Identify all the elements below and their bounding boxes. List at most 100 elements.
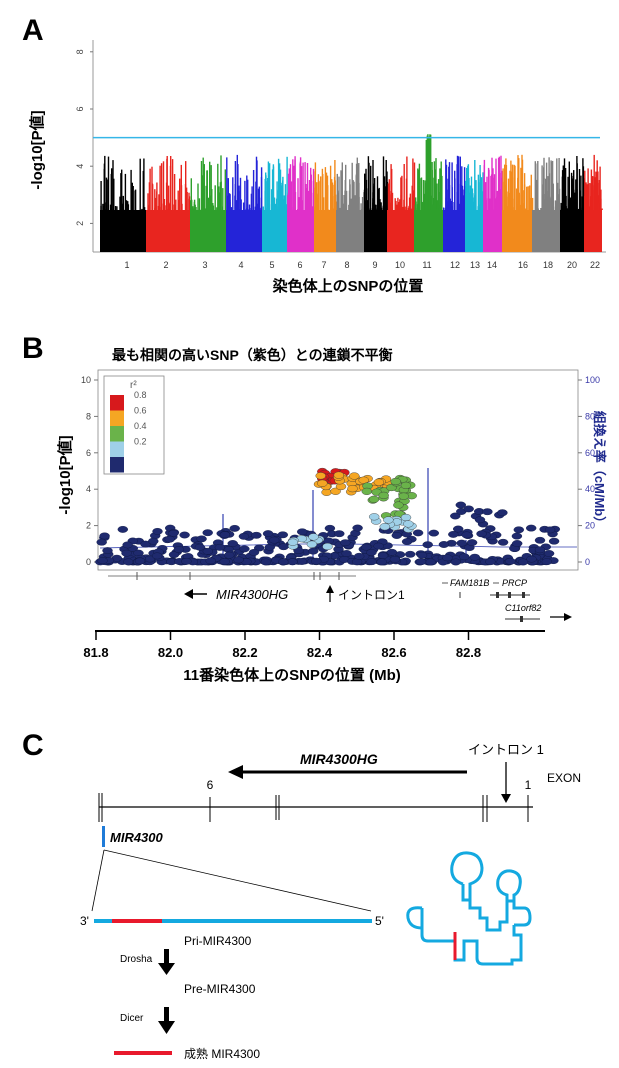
snp-point (110, 173, 112, 210)
snp-point (526, 555, 537, 563)
snp-point (564, 168, 567, 210)
drosha-arrow (158, 949, 175, 975)
snp-point (165, 205, 167, 210)
snp-point (514, 165, 516, 210)
snp-point (492, 168, 494, 210)
snp-point (96, 538, 107, 546)
snp-point (179, 531, 190, 539)
snp-point (180, 185, 183, 210)
snp-point (364, 173, 366, 210)
snp-point (125, 200, 128, 210)
snp-point (325, 208, 327, 210)
ld-snp-point (349, 472, 360, 480)
snp-point (324, 167, 327, 210)
snp-point (276, 190, 278, 210)
snp-point (471, 188, 474, 210)
chromosome-label: 22 (590, 260, 600, 270)
snp-point (490, 175, 492, 210)
snp-point (596, 185, 598, 210)
chromosome-snps (336, 157, 365, 252)
snp-point (469, 185, 471, 210)
snp-point (384, 207, 386, 210)
snp-point (287, 194, 289, 210)
snp-point (340, 170, 342, 210)
legend-title: r² (130, 380, 137, 391)
snp-point (593, 154, 595, 210)
snp-point (354, 195, 356, 210)
snp-point (409, 193, 412, 210)
three-prime-end: 3' (80, 914, 89, 928)
snp-point (418, 163, 421, 210)
snp-point (544, 526, 556, 534)
snp-point (331, 179, 333, 210)
snp-point (401, 538, 413, 545)
snp-point (512, 540, 523, 547)
snp-point (167, 209, 169, 210)
snp-point (332, 208, 334, 210)
snp-point (203, 164, 205, 210)
chromosome-label: 10 (395, 260, 405, 270)
snp-point (252, 170, 255, 210)
snp-point (561, 176, 564, 210)
snp-point (282, 203, 284, 210)
snp-point (382, 205, 384, 210)
snp-point (492, 209, 495, 210)
snp-point (434, 169, 437, 210)
snp-point (181, 558, 192, 565)
ld-snp-point (361, 487, 372, 496)
snp-point (296, 558, 307, 565)
snp-band (364, 210, 387, 252)
snp-point (438, 541, 450, 548)
snp-point (491, 157, 493, 210)
chromosome-snps (100, 155, 146, 252)
snp-point (490, 205, 492, 210)
snp-point (293, 165, 295, 210)
snp-point (214, 544, 226, 551)
snp-band (443, 210, 465, 252)
ld-snp-point (390, 477, 401, 486)
snp-point (572, 203, 574, 210)
snp-point (441, 175, 443, 210)
snp-point (541, 165, 543, 210)
panel-b-ylabel-right: 組換え率（cM/Mb） (592, 411, 607, 529)
chromosome-snps (287, 156, 315, 252)
legend-swatch (110, 426, 124, 442)
intron-label: イントロン 1 (468, 742, 544, 757)
chromosome-snps (146, 156, 191, 252)
snp-point (288, 168, 290, 210)
snp-point (156, 191, 158, 210)
snp-point (414, 204, 416, 210)
snp-band (336, 210, 364, 252)
snp-point (287, 558, 298, 566)
snp-point (139, 158, 141, 210)
r2-legend: r² 0.8 0.6 0.4 0.2 (103, 375, 165, 475)
snp-point (463, 505, 474, 513)
legend-label: 0.6 (134, 406, 147, 416)
snp-point (179, 178, 181, 210)
snp-point (415, 558, 427, 566)
ytick-label-left: 4 (86, 484, 91, 494)
snp-band (287, 210, 314, 252)
snp-point (520, 167, 522, 210)
snp-point (168, 529, 179, 537)
snp-point (483, 178, 485, 210)
snp-point (316, 182, 318, 210)
snp-point (428, 529, 439, 537)
snp-point (228, 193, 231, 210)
snp-point (206, 170, 208, 210)
snp-point (422, 541, 433, 549)
snp-point (475, 180, 477, 210)
snp-point (341, 208, 343, 210)
ytick-label-left: 2 (86, 521, 91, 531)
snp-point (579, 190, 582, 210)
snp-point (511, 532, 523, 540)
snp-point (341, 550, 352, 557)
snp-point (484, 182, 487, 210)
gene-c11orf82: C11orf82 (505, 603, 541, 613)
mir4300-label: MIR4300 (110, 830, 164, 845)
xtick-label: 82.6 (381, 645, 406, 660)
legend-label: 0.2 (134, 437, 147, 447)
ld-snp-point (383, 516, 394, 524)
pre-mir4300-label: Pre-MIR4300 (184, 982, 256, 996)
snp-point (506, 191, 508, 210)
